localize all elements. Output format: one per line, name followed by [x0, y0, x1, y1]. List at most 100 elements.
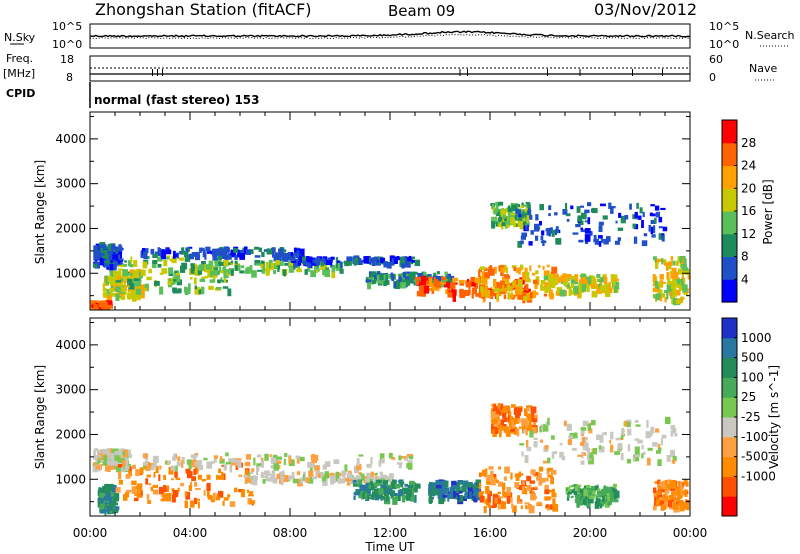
scatter-cell	[288, 268, 293, 273]
scatter-cell	[478, 269, 481, 278]
scatter-cell	[529, 430, 534, 438]
scatter-cell	[539, 426, 542, 433]
colorbar-swatch	[722, 256, 737, 280]
scatter-cell	[157, 247, 160, 254]
scatter-cell	[634, 224, 639, 230]
scatter-cell	[559, 442, 563, 446]
scatter-cell	[668, 487, 673, 490]
scatter-cell	[507, 406, 510, 411]
scatter-cell	[320, 261, 324, 267]
scatter-cell	[598, 235, 603, 239]
scatter-cell	[152, 261, 157, 269]
scatter-cell	[381, 495, 385, 499]
time-axis: 00:00 04:00 08:00 12:00 16:00 20:00 00:00	[73, 526, 708, 540]
scatter-cell	[225, 269, 231, 272]
scatter-cell	[97, 499, 101, 504]
scatter-cell	[387, 486, 391, 491]
scatter-cell	[373, 492, 378, 496]
scatter-cell	[180, 482, 184, 487]
scatter-cell	[92, 263, 98, 268]
scatter-cell	[230, 260, 233, 264]
scatter-cell	[475, 492, 478, 499]
scatter-cell	[516, 204, 520, 208]
scatter-cell	[128, 282, 133, 290]
scatter-cell	[206, 483, 211, 491]
scatter-cell	[565, 274, 572, 279]
scatter-cell	[634, 453, 641, 458]
scatter-cell	[602, 274, 607, 278]
scatter-cell	[104, 501, 107, 508]
scatter-cell	[365, 494, 372, 497]
scatter-cell	[682, 267, 689, 271]
scatter-cell	[188, 283, 191, 291]
colorbar-swatch	[722, 397, 737, 418]
scatter-cell	[654, 260, 660, 264]
scatter-cell	[168, 267, 174, 274]
scatter-cell	[576, 501, 580, 508]
scatter-cell	[658, 485, 661, 490]
scatter-cell	[613, 499, 619, 503]
scatter-cell	[547, 474, 553, 478]
scatter-cell	[116, 271, 121, 277]
colorbar-swatch	[722, 165, 737, 189]
scatter-cell	[525, 225, 528, 231]
scatter-cell	[132, 464, 136, 469]
scatter-cell	[211, 460, 215, 464]
scatter-cell	[471, 287, 477, 295]
scatter-cell	[326, 260, 332, 265]
scatter-cell	[193, 277, 197, 285]
scatter-cell	[483, 506, 487, 514]
scatter-cell	[572, 447, 577, 451]
colorbar-swatch	[722, 120, 737, 144]
scatter-cell	[162, 493, 168, 502]
scatter-cell	[513, 221, 516, 228]
scatter-cell	[299, 456, 305, 462]
scatter-cell	[283, 458, 286, 465]
scatter-cell	[157, 264, 162, 268]
scatter-cell	[114, 283, 119, 290]
scatter-cell	[139, 269, 146, 277]
scatter-cell	[521, 418, 524, 426]
scatter-cell	[268, 262, 271, 270]
scatter-cell	[202, 249, 206, 258]
scatter-cell	[109, 288, 114, 293]
scatter-cell	[567, 492, 570, 498]
scatter-cell	[358, 454, 364, 457]
scatter-cell	[218, 261, 224, 266]
scatter-cell	[665, 416, 671, 425]
time-axis-label: Time UT	[364, 540, 415, 554]
scatter-cell	[113, 509, 119, 512]
scatter-cell	[525, 288, 531, 296]
scatter-cell	[131, 486, 137, 494]
scatter-cell	[181, 460, 184, 468]
scatter-cell	[533, 437, 538, 440]
colorbar-swatch	[722, 357, 737, 378]
scatter-cell	[544, 489, 550, 495]
scatter-cell	[134, 497, 139, 502]
scatter-cell	[395, 493, 398, 501]
scatter-cell	[221, 251, 227, 256]
scatter-cell	[305, 261, 311, 267]
scatter-cell	[111, 247, 115, 250]
scatter-cell	[520, 240, 524, 245]
scatter-cell	[265, 474, 269, 482]
scatter-cell	[498, 496, 504, 499]
scatter-cell	[654, 496, 660, 502]
scatter-cell	[602, 215, 608, 220]
scatter-cell	[99, 257, 104, 266]
scatter-cell	[502, 286, 507, 292]
scatter-cell	[417, 272, 423, 278]
scatter-cell	[530, 230, 534, 235]
scatter-cell	[483, 267, 488, 272]
scatter-cell	[657, 447, 662, 452]
scatter-cell	[457, 480, 463, 484]
scatter-cell	[331, 270, 336, 279]
scatter-cell	[442, 494, 448, 498]
scatter-cell	[420, 279, 427, 286]
scatter-cell	[399, 484, 402, 487]
scatter-cell	[168, 466, 174, 475]
scatter-cell	[168, 278, 172, 282]
scatter-cell	[148, 483, 152, 486]
scatter-cell	[653, 294, 658, 298]
